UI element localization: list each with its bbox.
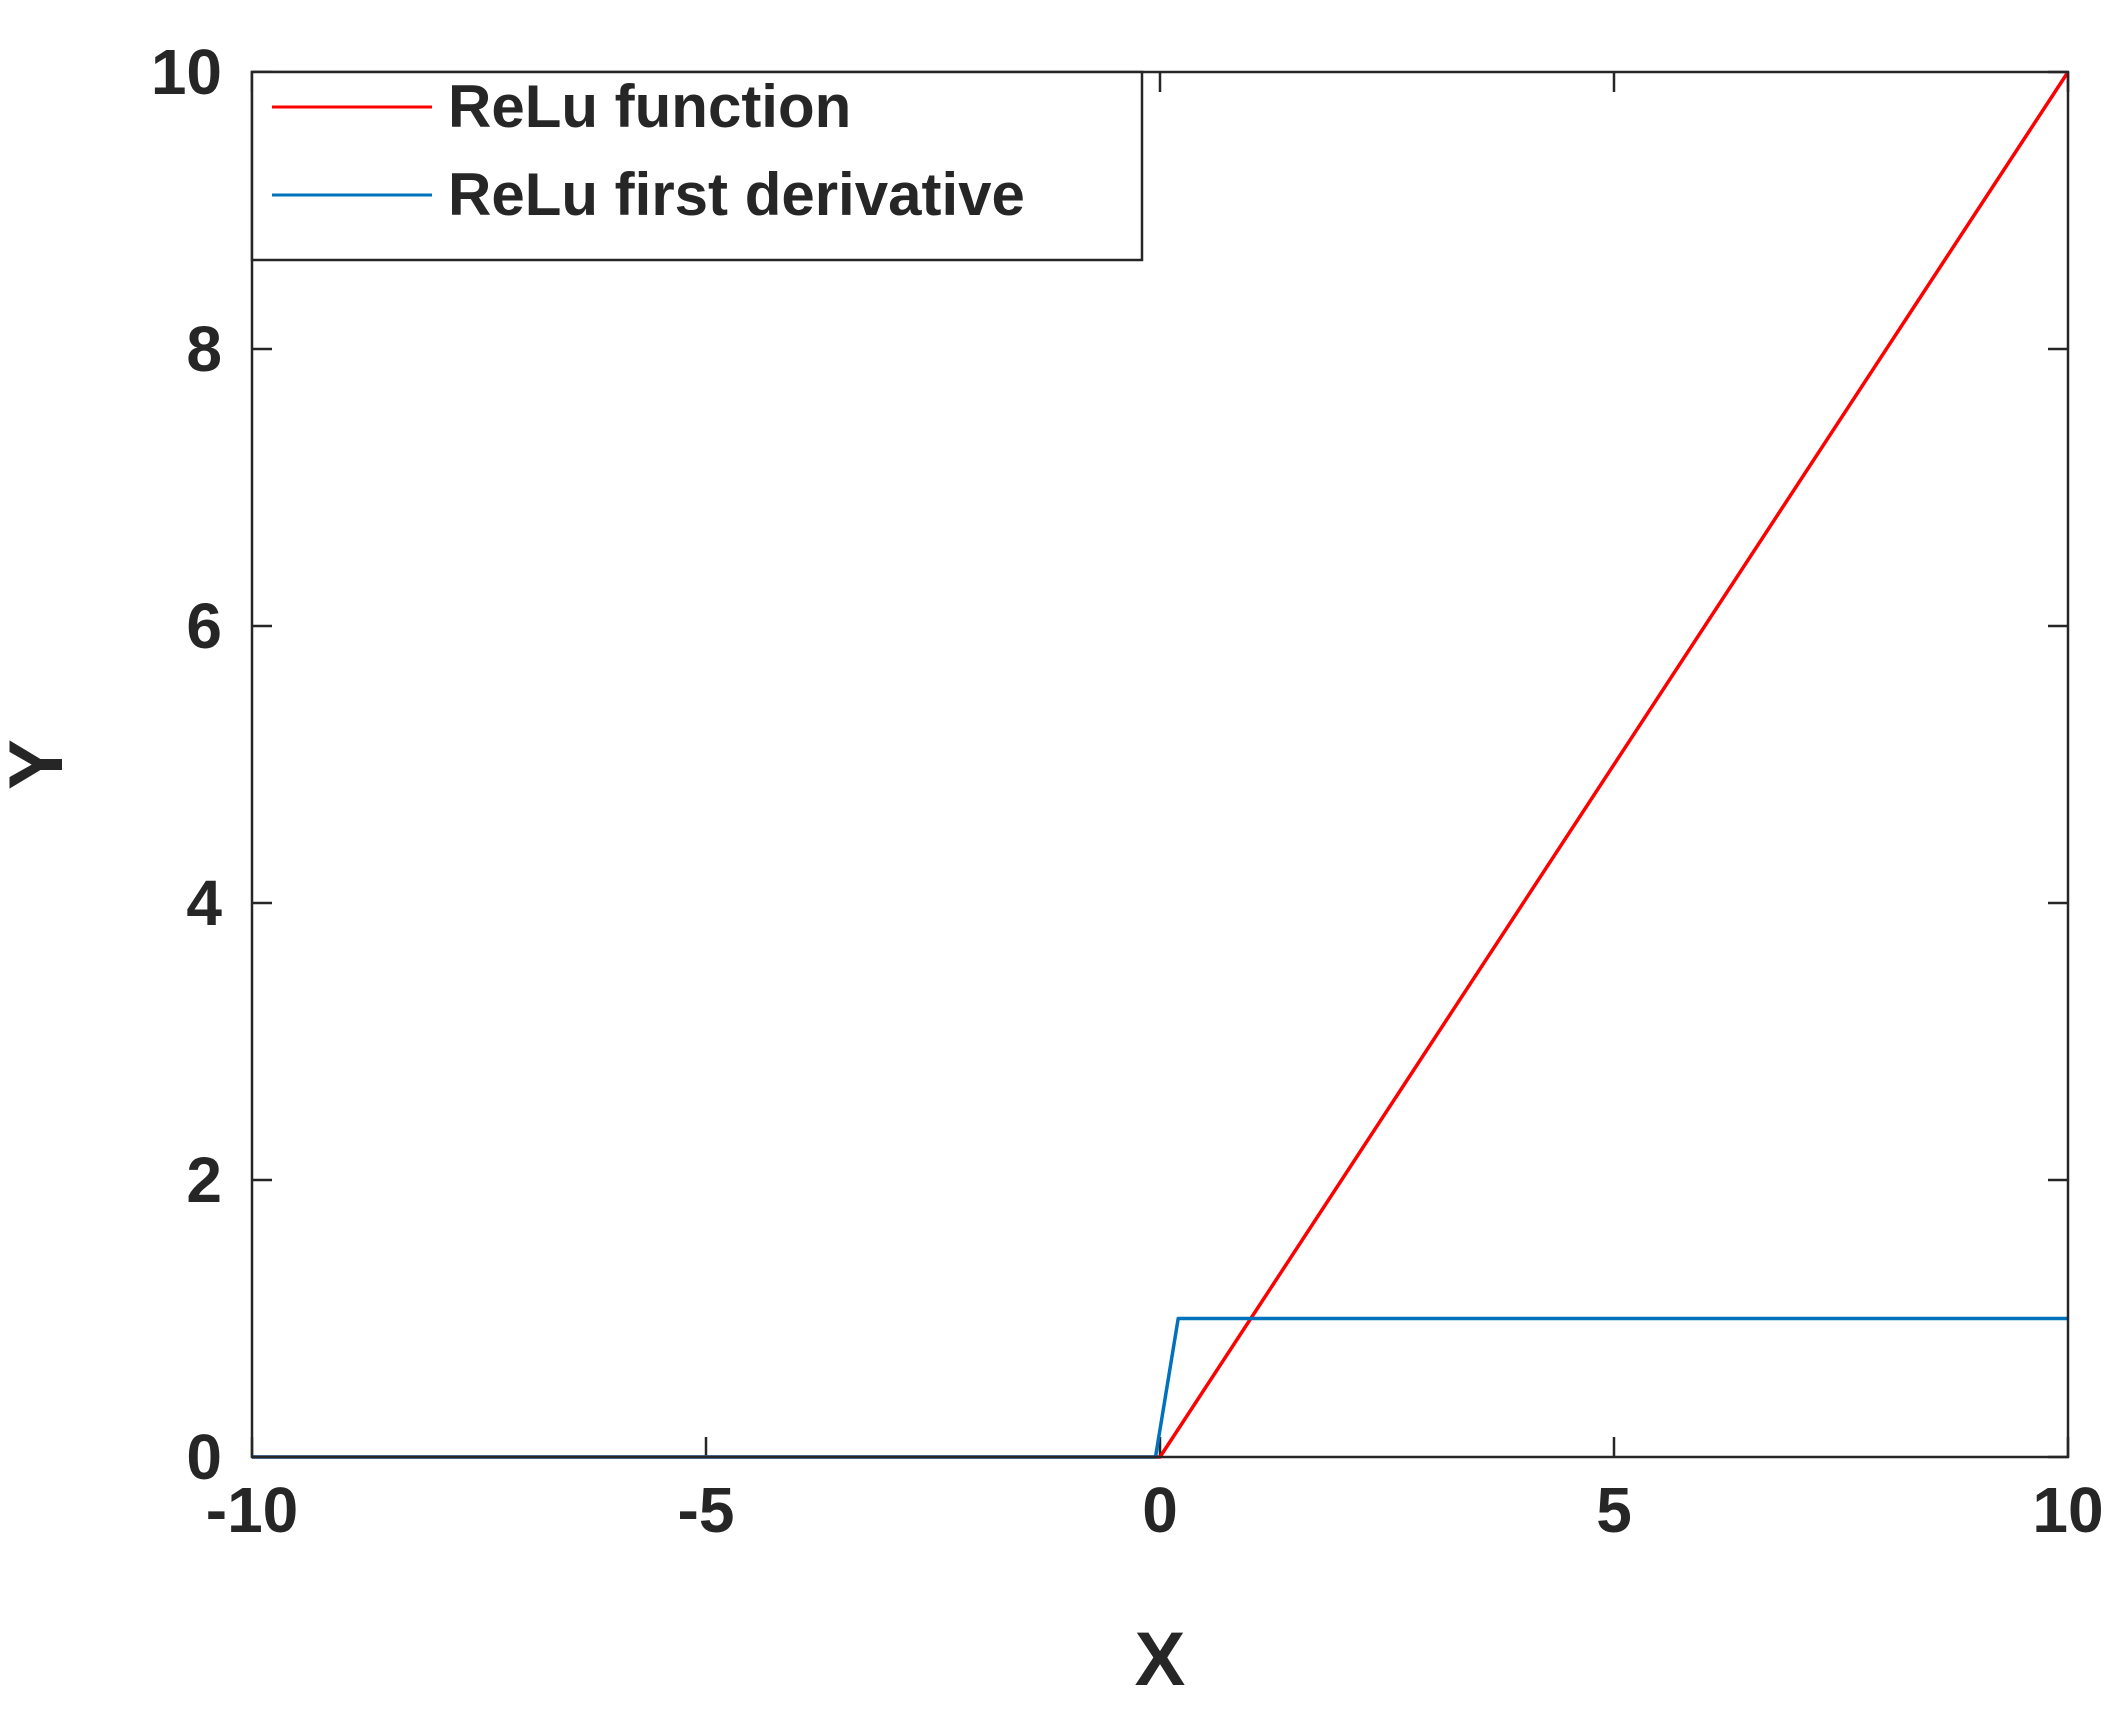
tick-labels-layer: -10 -5 0 5 10 0 2 4 6 8 10: [151, 36, 2104, 1546]
y-tick-label: 0: [186, 1421, 222, 1493]
y-tick-label: 4: [186, 867, 222, 939]
plot-area-frame: [250, 70, 2070, 1459]
legend-label-derivative: ReLu first derivative: [448, 161, 1025, 228]
y-tick-label: 2: [186, 1144, 222, 1216]
x-axis-label: X: [1135, 1617, 1186, 1702]
y-tick-label: 8: [186, 313, 222, 385]
x-tick-label: 5: [1596, 1474, 1632, 1546]
legend: ReLu function ReLu first derivative: [250, 70, 1144, 262]
x-tick-label: -5: [678, 1474, 735, 1546]
x-tick-label: -10: [206, 1474, 299, 1546]
x-tick-label: 0: [1142, 1474, 1178, 1546]
x-tick-label: 10: [2032, 1474, 2103, 1546]
legend-box: [250, 70, 1144, 262]
y-tick-label: 10: [151, 36, 222, 108]
y-tick-label: 6: [186, 590, 222, 662]
y-axis-label: Y: [0, 739, 79, 790]
legend-label-relu: ReLu function: [448, 73, 851, 140]
